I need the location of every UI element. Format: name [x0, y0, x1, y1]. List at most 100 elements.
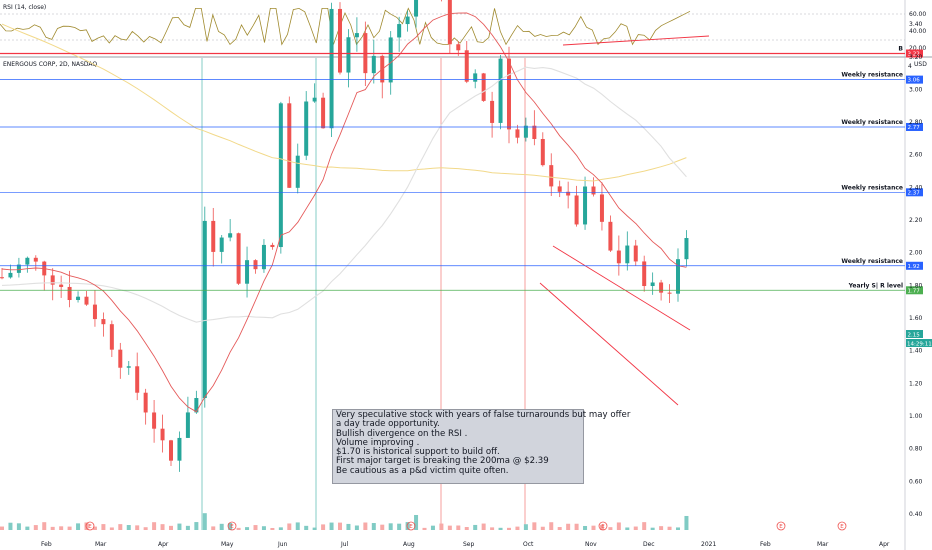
volume-bar: [481, 523, 486, 530]
volume-bar: [101, 524, 106, 530]
price-tick: 1.80: [909, 282, 923, 289]
analysis-note: Very speculative stock with years of fal…: [332, 409, 631, 484]
earnings-marker[interactable]: [227, 521, 237, 531]
candle-body: [507, 58, 511, 130]
candle-body: [676, 259, 680, 294]
candle-body: [447, 0, 452, 45]
volume-bar: [464, 527, 469, 530]
volume-bar: [8, 522, 13, 530]
volume-bar: [228, 523, 233, 530]
volume-bar: [92, 526, 97, 530]
rsi-divergence-line: [562, 35, 710, 46]
month-label: Dec: [643, 541, 655, 548]
month-label: Sep: [463, 541, 475, 548]
candle-body: [287, 103, 292, 188]
note-line: a day trade opportunity.: [336, 419, 440, 430]
candle-body: [481, 73, 486, 101]
channel-lower-line: [539, 282, 679, 406]
note-line: $1.70 is historical support to build off…: [336, 447, 500, 458]
level-label: Weekly resistance: [841, 258, 903, 265]
candle-body: [490, 100, 495, 123]
candle-body: [599, 194, 604, 222]
candles: [0, 0, 689, 472]
candle-body: [278, 103, 283, 248]
volume-bar: [633, 526, 638, 530]
candle-body: [76, 296, 81, 301]
candle-body: [532, 125, 537, 139]
volume-bar: [676, 527, 680, 530]
ma-medium-line: [1, 66, 687, 323]
candle-body: [608, 221, 613, 251]
note-line: Very speculative stock with years of fal…: [336, 410, 631, 420]
volume-bar: [0, 526, 4, 530]
earnings-marker[interactable]: [406, 521, 416, 531]
volume-bar: [473, 524, 478, 530]
rsi-title: RSI (14, close): [3, 4, 46, 11]
volume-bar: [684, 515, 689, 530]
volume-bar: [33, 525, 38, 530]
volume-bar: [667, 526, 672, 530]
level-badge-value: 2.37: [908, 190, 921, 196]
level-badge: [906, 49, 923, 58]
volume-bar: [177, 523, 182, 530]
volume-bar: [338, 522, 342, 530]
volume-bar: [135, 525, 140, 530]
level-badge-value: 1.92: [908, 264, 920, 270]
last-price-badge: 2.15 14:29:11: [906, 330, 932, 348]
volume-bar: [549, 522, 554, 530]
volume-bar: [650, 527, 655, 530]
candle-body: [464, 50, 469, 82]
earnings-marker[interactable]: [837, 521, 847, 531]
candle-body: [540, 138, 545, 166]
candle-body: [642, 261, 647, 287]
candle-body: [659, 282, 664, 293]
volume-bar: [126, 525, 131, 530]
month-label: May: [221, 541, 234, 548]
candle-body: [33, 257, 38, 262]
candle-body: [8, 272, 13, 278]
candle-body: [321, 97, 326, 129]
month-label: Mar: [95, 541, 107, 548]
candle-body: [160, 428, 165, 441]
level-badge: [906, 286, 923, 295]
candle-body: [202, 220, 207, 399]
level-badge-value: 1.77: [908, 288, 921, 294]
earnings-marker[interactable]: [598, 521, 608, 531]
month-label: Mar: [817, 541, 829, 548]
candle-body: [135, 366, 140, 393]
earnings-marker[interactable]: [776, 521, 786, 531]
volume-bar: [321, 524, 326, 530]
earnings-marker-label: E: [779, 524, 783, 530]
volume-bar: [414, 514, 419, 530]
candle-body: [667, 292, 672, 294]
month-label: Jun: [277, 541, 288, 548]
candle-body: [456, 44, 461, 51]
earnings-marker[interactable]: [85, 521, 95, 531]
volume-bar: [616, 522, 621, 530]
candle-body: [245, 260, 250, 284]
volume-bar: [312, 527, 317, 530]
candle-body: [633, 245, 638, 262]
volume-bar: [515, 526, 520, 530]
volume-bars: [0, 513, 689, 530]
level-label: Weekly resistance: [841, 72, 903, 79]
month-label: Feb: [41, 541, 52, 548]
volume-bar: [540, 526, 545, 530]
price-tick: 3.00: [909, 86, 923, 93]
top-tick: 4: [908, 63, 912, 70]
price-tick: 3.20: [909, 54, 923, 61]
price-axis: 4.404.204.003.803.603.403.203.002.802.60…: [909, 21, 923, 518]
candle-body: [109, 324, 114, 350]
candle-body: [684, 238, 689, 260]
level-badge-value: 3.22: [908, 51, 920, 57]
volume-bar: [109, 527, 114, 530]
earnings-marker-label: E: [230, 524, 234, 530]
last-price-value: 2.15: [908, 333, 921, 339]
channel-upper-line: [552, 245, 691, 331]
candle-body: [549, 165, 554, 187]
resistance-levels: Monthly Resistance Level4.12Monthly Resi…: [0, 45, 923, 295]
candle-body: [92, 304, 97, 320]
volume-bar: [490, 527, 495, 530]
